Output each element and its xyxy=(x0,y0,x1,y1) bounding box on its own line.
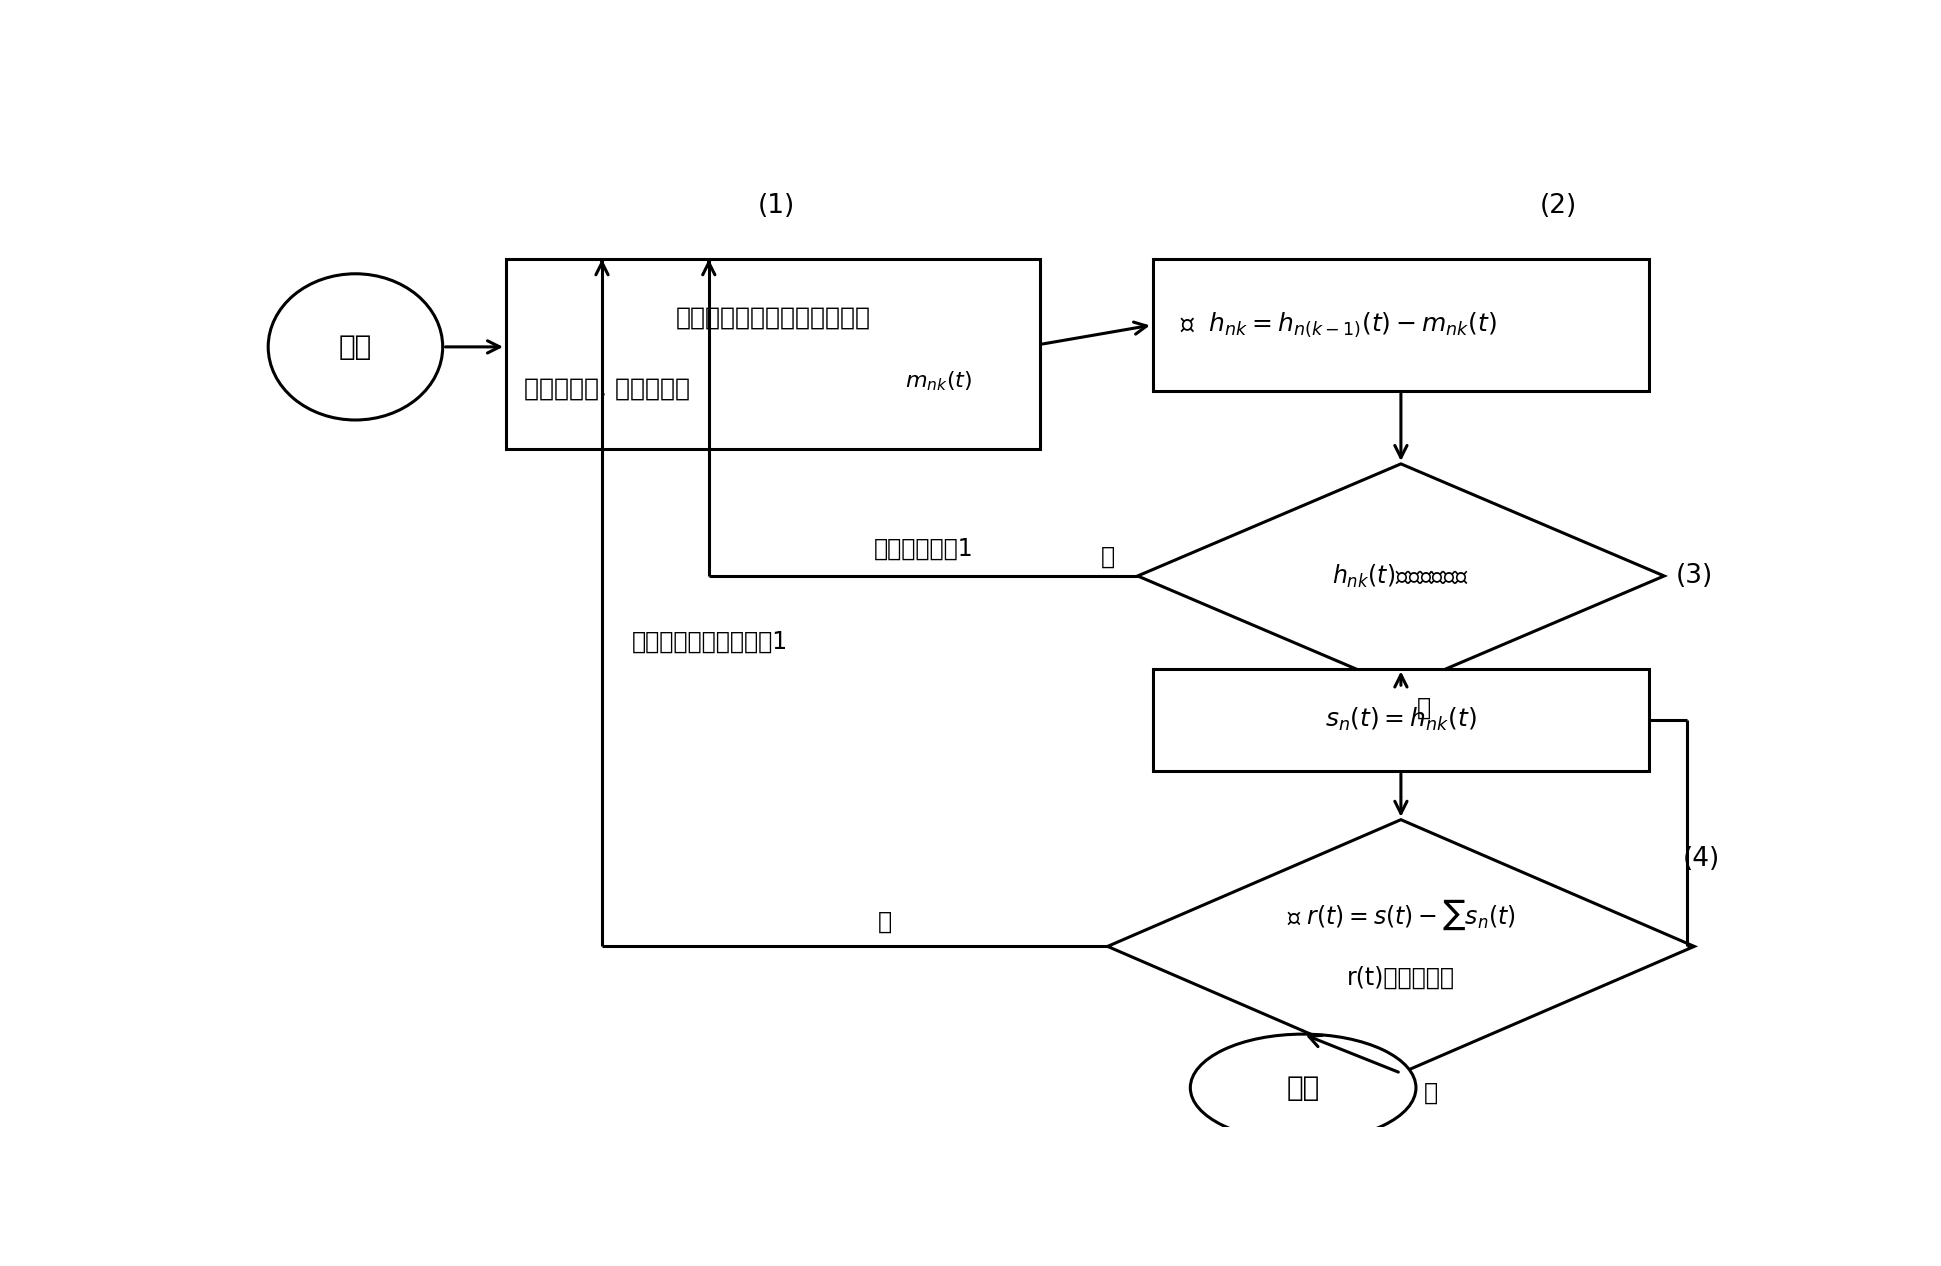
Bar xyxy=(507,260,1040,449)
Text: 令 $r(t) = s(t) - \sum s_n(t)$: 令 $r(t) = s(t) - \sum s_n(t)$ xyxy=(1287,898,1516,932)
Text: 筛选次数增加1: 筛选次数增加1 xyxy=(873,537,972,561)
Ellipse shape xyxy=(268,273,443,420)
Text: 令  $h_{nk} = h_{n(k-1)}(t) - m_{nk}(t)$: 令 $h_{nk} = h_{n(k-1)}(t) - m_{nk}(t)$ xyxy=(1180,310,1497,339)
Text: 否: 否 xyxy=(1101,544,1114,568)
Text: (4): (4) xyxy=(1683,846,1720,872)
Ellipse shape xyxy=(1190,1034,1417,1142)
Text: 否: 否 xyxy=(877,910,893,934)
Text: 内蕴模式函数级数增加1: 内蕴模式函数级数增加1 xyxy=(633,629,788,653)
Text: 和极小值点, 拟合平均值: 和极小值点, 拟合平均值 xyxy=(524,376,699,400)
Text: 提取输入信号的局部极大值点: 提取输入信号的局部极大值点 xyxy=(675,305,870,329)
Polygon shape xyxy=(1108,819,1694,1074)
Text: $h_{nk}(t)$满足给定条件: $h_{nk}(t)$满足给定条件 xyxy=(1333,562,1469,590)
Polygon shape xyxy=(1137,463,1663,689)
Text: (3): (3) xyxy=(1675,563,1712,589)
Text: (2): (2) xyxy=(1541,192,1578,219)
Text: $s_n(t)= h_{nk}(t)$: $s_n(t)= h_{nk}(t)$ xyxy=(1326,706,1477,733)
Text: 开始: 开始 xyxy=(340,333,373,361)
Text: $m_{nk}(t)$: $m_{nk}(t)$ xyxy=(905,370,972,394)
Text: 结束: 结束 xyxy=(1287,1074,1320,1101)
Text: 是: 是 xyxy=(1417,695,1431,719)
Text: r(t)单调或很小: r(t)单调或很小 xyxy=(1347,966,1456,990)
Bar xyxy=(1153,260,1650,391)
Text: (1): (1) xyxy=(759,192,796,219)
Bar xyxy=(1153,668,1650,771)
Text: 是: 是 xyxy=(1425,1081,1438,1105)
